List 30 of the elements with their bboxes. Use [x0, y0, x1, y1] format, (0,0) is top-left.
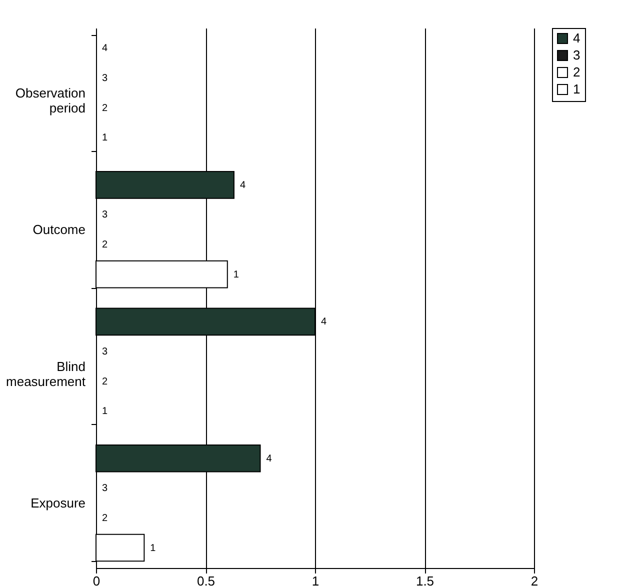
y-tick-label: Blind measurement: [6, 358, 86, 389]
legend-label: 2: [573, 64, 580, 80]
x-tick-label: 0.5: [196, 574, 216, 586]
text: 3: [102, 73, 108, 84]
x-tick-label: 2: [530, 574, 538, 586]
y-tick-label: Outcome: [32, 222, 86, 238]
text: 2: [102, 240, 108, 251]
y-tick-label: Exposure: [30, 496, 86, 511]
y-tick-label: Observation period: [15, 85, 86, 116]
text: 3: [102, 483, 108, 494]
text: 3: [102, 210, 108, 221]
legend-label: 4: [573, 30, 580, 46]
text: 1: [102, 406, 108, 418]
text: 4: [321, 316, 327, 328]
text: 1: [233, 269, 239, 280]
text: 3: [102, 346, 108, 358]
x-tick-label: 1: [312, 574, 320, 586]
text: 4: [266, 453, 272, 464]
legend-label: 3: [573, 48, 580, 62]
text: 1: [150, 542, 156, 554]
x-tick-label: 0: [92, 574, 100, 586]
text: 2: [102, 376, 108, 388]
bar: [96, 534, 145, 562]
text: 1: [102, 132, 108, 144]
legend-label: 1: [573, 82, 580, 96]
text: 4: [240, 180, 246, 191]
text: 2: [102, 512, 108, 524]
x-tick-label: 1.5: [416, 574, 434, 586]
text: 2: [102, 102, 108, 114]
text: 4: [102, 43, 108, 54]
